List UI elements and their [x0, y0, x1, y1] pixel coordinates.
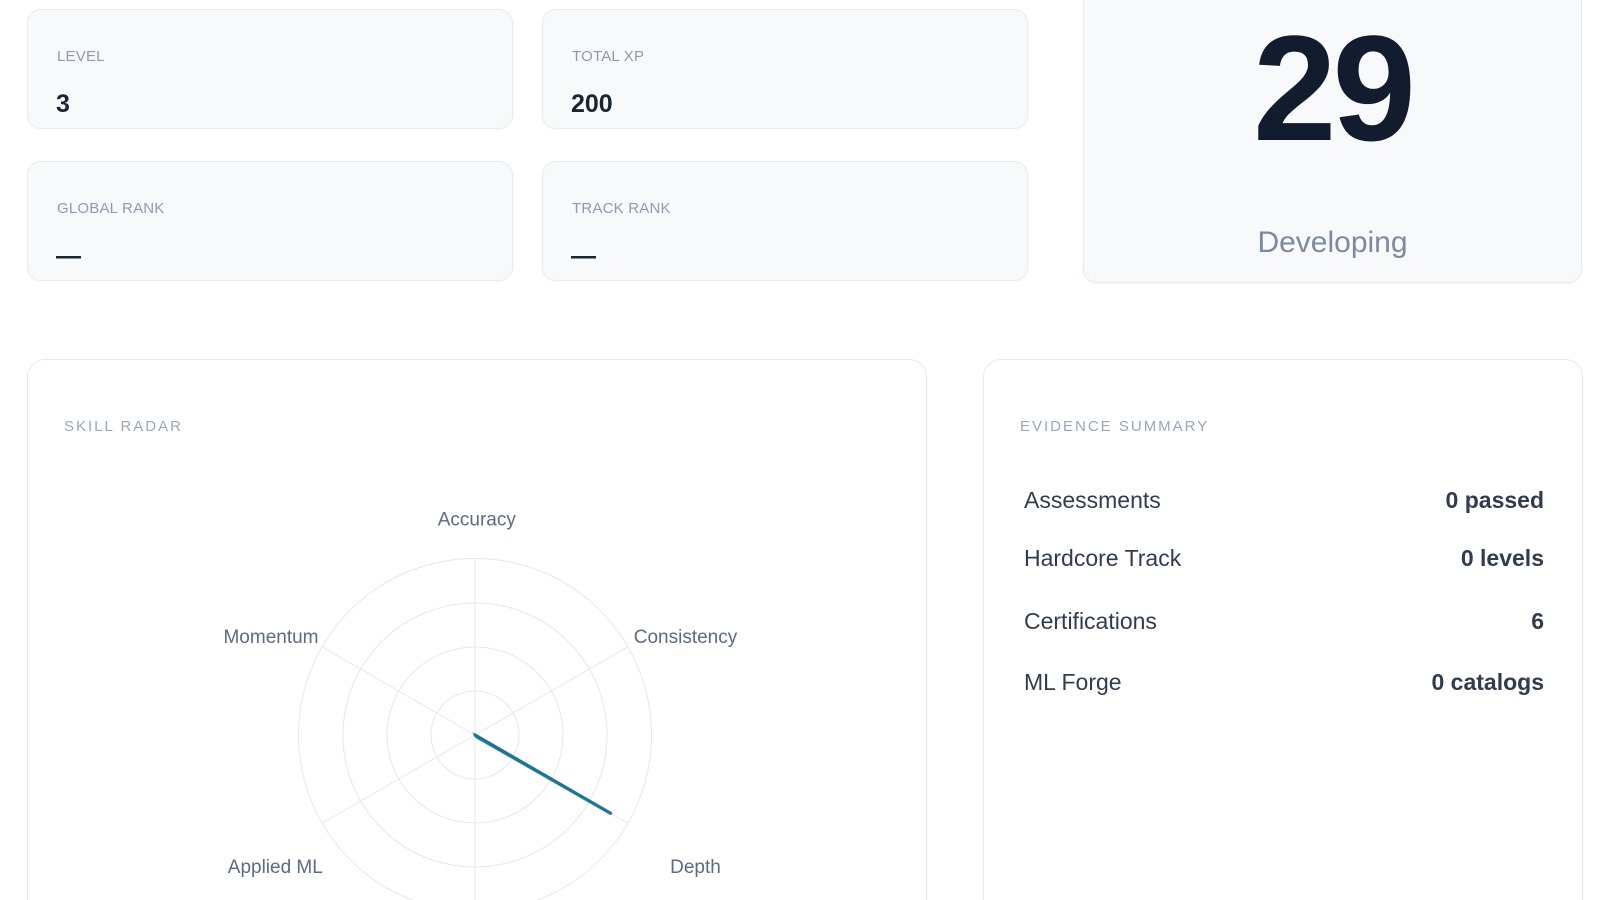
svg-text:Consistency: Consistency: [634, 627, 738, 648]
svg-text:Accuracy: Accuracy: [438, 510, 517, 531]
svg-text:Momentum: Momentum: [223, 627, 318, 648]
svg-text:Depth: Depth: [670, 857, 721, 878]
svg-text:Applied ML: Applied ML: [228, 857, 323, 878]
